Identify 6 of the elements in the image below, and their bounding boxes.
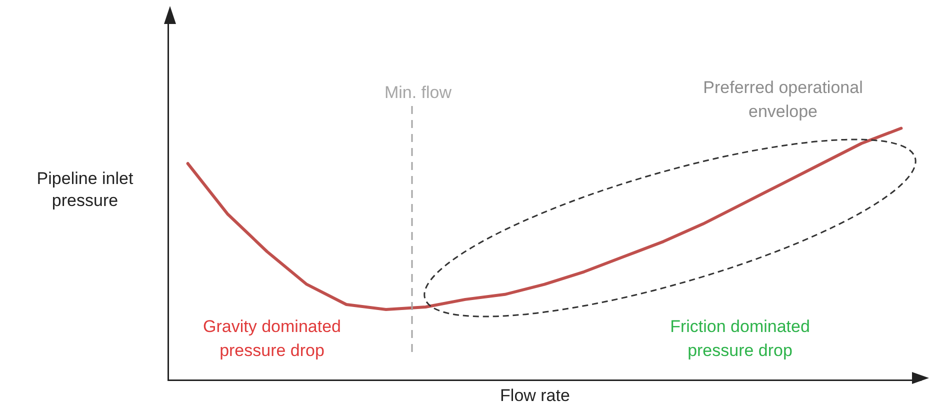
- text: Min. flow: [384, 83, 452, 102]
- y-axis-title: Pipeline inlet pressure: [36, 168, 134, 212]
- text: Preferred operational envelope: [703, 78, 863, 121]
- annotation: Gravity dominated pressure drop: [203, 317, 341, 360]
- x-axis-title: Flow rate: [499, 386, 571, 406]
- annotation: Friction dominated pressure drop: [670, 317, 810, 360]
